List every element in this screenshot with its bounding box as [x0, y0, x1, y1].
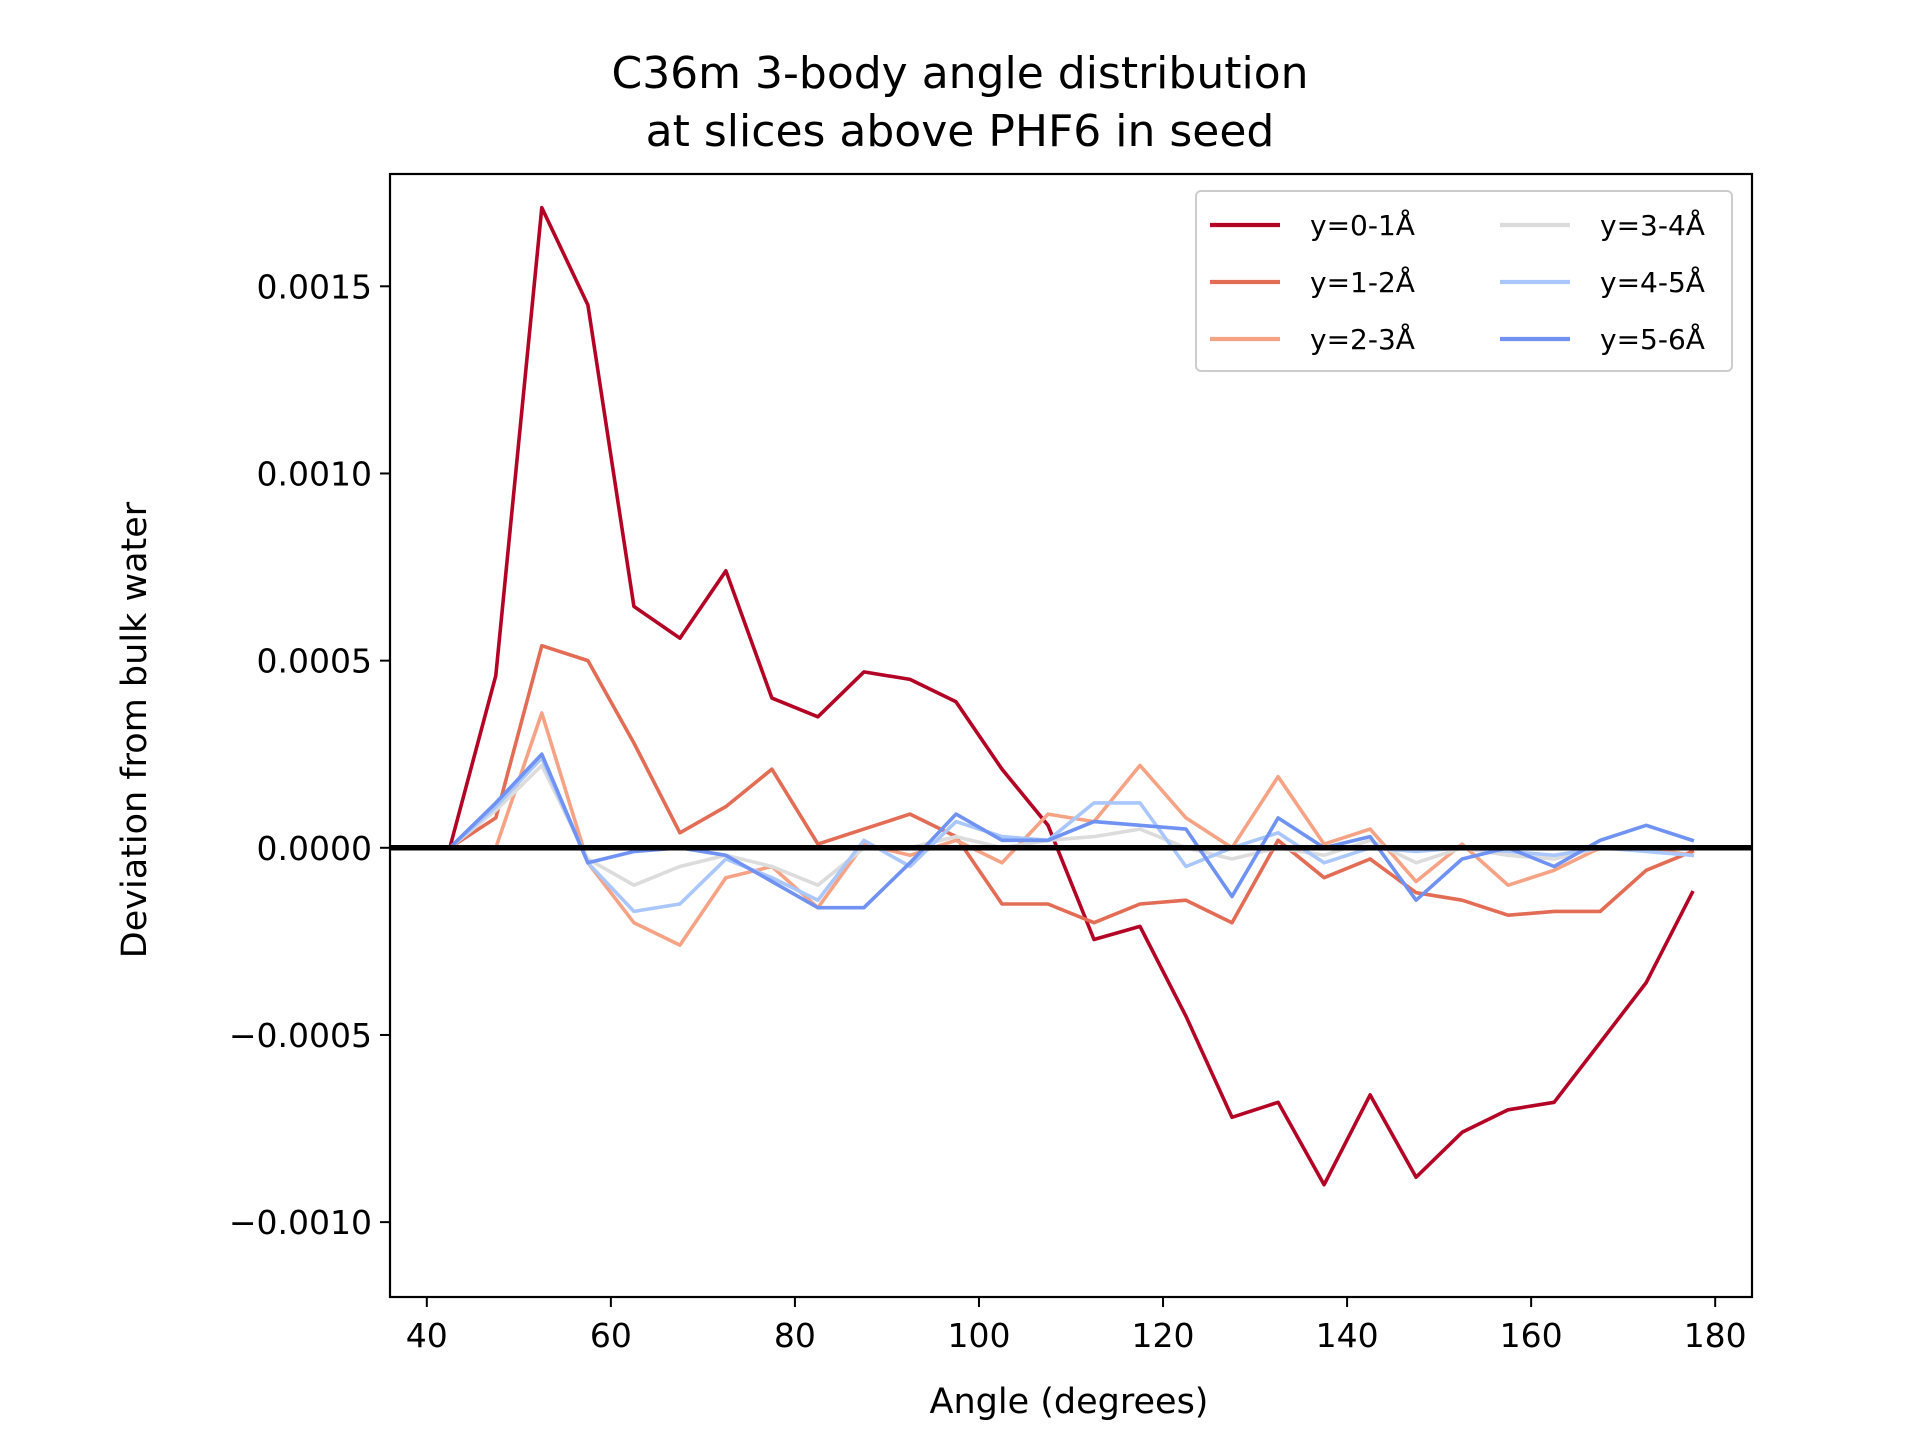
chart-title-line-2: at slices above PHF6 in seed	[645, 106, 1275, 157]
x-tick-label: 60	[590, 1316, 632, 1355]
y-tick-label: 0.0010	[257, 454, 372, 493]
y-tick-label: −0.0005	[229, 1016, 372, 1055]
plot-frame	[388, 172, 1754, 1299]
axes-layer: 40 60 80 100 120 140 160 180 −0.0010 −0.0005 0.000…	[229, 172, 1754, 1355]
x-tick-label: 140	[1316, 1316, 1379, 1355]
series-line-2	[447, 711, 1695, 947]
legend-box	[1195, 190, 1733, 372]
legend-label: y=0-1Å	[1310, 208, 1415, 242]
y-tick-label: 0.0015	[257, 267, 372, 306]
series-line-1	[447, 643, 1695, 925]
x-tick-label: 180	[1684, 1316, 1747, 1355]
x-axis-label: Angle (degrees)	[929, 1382, 1209, 1422]
legend-label: y=2-3Å	[1310, 322, 1415, 356]
x-tick-label: 160	[1500, 1316, 1563, 1355]
x-tick-label: 80	[774, 1316, 816, 1355]
x-tick-label: 100	[947, 1316, 1010, 1355]
y-tick-label: 0.0005	[257, 642, 372, 681]
x-tick-label: 40	[406, 1316, 448, 1355]
chart-title-line-1: C36m 3-body angle distribution	[611, 48, 1309, 99]
y-tick-label: 0.0000	[257, 829, 372, 868]
y-axis-label: Deviation from bulk water	[115, 501, 155, 959]
legend: y=0-1Å y=1-2Å y=2-3Å y=3-4Å y=4-5Å y=5-6Å	[1195, 190, 1733, 372]
legend-label: y=4-5Å	[1600, 265, 1705, 299]
series-line-0	[447, 205, 1695, 1187]
legend-label: y=1-2Å	[1310, 265, 1415, 299]
x-tick-label: 120	[1132, 1316, 1195, 1355]
y-tick-label: −0.0010	[229, 1203, 372, 1242]
legend-label: y=5-6Å	[1600, 322, 1705, 356]
legend-label: y=3-4Å	[1600, 208, 1705, 242]
